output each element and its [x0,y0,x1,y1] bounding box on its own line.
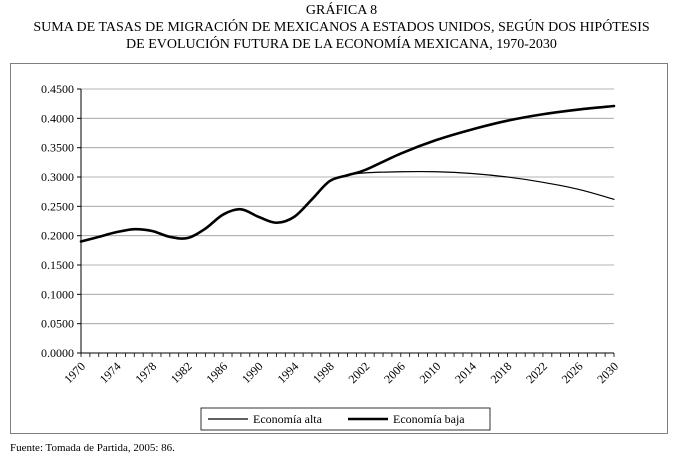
legend-label-2: Economía baja [393,412,465,426]
x-tick-label: 1974 [97,359,124,386]
x-tick-label: 1994 [274,359,301,386]
grid-lines [81,88,614,325]
x-tick-label: 1986 [203,359,230,386]
chart-frame [10,63,668,434]
legend: Economía alta Economía baja [200,407,491,431]
y-tick-label: 0.4000 [41,111,74,125]
x-tick-label: 2002 [346,359,373,386]
axes [80,89,614,354]
y-tick-label: 0.3000 [41,170,74,184]
series-line-2 [79,104,616,243]
x-tick-label: 2022 [523,359,550,386]
x-tick-label: 1990 [239,359,266,386]
y-tick-label: 0.0000 [41,346,74,360]
y-axis-ticks: 0.0000 0.0500 0.1000 0.1500 0.2000 0.2500 0.30… [41,82,81,360]
chart-title-block: GRÁFICA 8 SUMA DE TASAS DE MIGRACIÓN DE … [0,2,683,53]
x-tick-label: 2014 [452,359,479,386]
chart-number-label: GRÁFICA 8 [305,3,378,18]
x-axis-ticks: 1970 1974 1978 1982 1986 1990 1994 1998 2002 2006… [61,353,621,386]
y-tick-label: 0.2000 [41,229,74,243]
y-tick-label: 0.2500 [41,199,74,213]
chart-title-line-1: SUMA DE TASAS DE MIGRACIÓN DE MEXICANOS … [33,20,650,35]
legend-label-1: Economía alta [253,412,323,426]
series-lines [79,104,616,243]
x-tick-label: 1978 [132,359,159,386]
x-tick-label: 1998 [310,359,337,386]
x-tick-label: 1982 [168,359,195,386]
source-note: Fuente: Tomada de Partida, 2005: 86. [10,442,175,454]
x-tick-label: 2030 [594,359,621,386]
x-tick-label: 2010 [417,359,444,386]
x-tick-label: 2006 [381,359,408,386]
legend-box [200,407,491,431]
y-tick-label: 0.1000 [41,287,74,301]
y-tick-label: 0.3500 [41,141,74,155]
y-tick-label: 0.4500 [41,82,74,96]
chart-title-line-2: DE EVOLUCIÓN FUTURA DE LA ECONOMÍA MEXIC… [126,37,557,52]
x-tick-label: 2026 [559,359,586,386]
x-tick-label: 2018 [488,359,515,386]
y-tick-label: 0.1500 [41,258,74,272]
x-tick-label: 1970 [61,359,88,386]
y-tick-label: 0.0500 [41,317,74,331]
